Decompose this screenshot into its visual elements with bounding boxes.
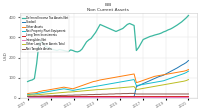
Other Long Term Assets Total xyxy=(81,90,83,92)
Goodwill xyxy=(187,60,190,61)
Goodwill xyxy=(135,86,138,87)
Net Property Plant Equipment xyxy=(81,88,83,89)
Intangibles Net xyxy=(26,96,29,98)
Deferred Income Tax Assets Net xyxy=(65,50,67,52)
Goodwill xyxy=(26,96,29,97)
Other Long Term Assets Total xyxy=(135,89,138,90)
Line: Goodwill: Goodwill xyxy=(28,60,188,97)
Y-axis label: USD: USD xyxy=(3,51,7,60)
Intangibles Net xyxy=(128,96,131,98)
Intangibles Net xyxy=(117,96,119,98)
Other Long Term Assets Total xyxy=(26,95,29,96)
Line: Net Tangible Assets: Net Tangible Assets xyxy=(28,93,188,96)
Deferred Income Tax Assets Net xyxy=(187,15,190,16)
Line: Other Assets: Other Assets xyxy=(28,70,188,94)
Net Tangible Assets xyxy=(137,93,140,95)
Deferred Income Tax Assets Net xyxy=(128,23,131,24)
Goodwill xyxy=(65,96,67,97)
Other Assets xyxy=(117,76,119,77)
Net Property Plant Equipment xyxy=(117,82,119,83)
Other Long Term Assets Total xyxy=(117,87,119,89)
Line: Net Property Plant Equipment: Net Property Plant Equipment xyxy=(28,71,188,95)
Long Term Investments xyxy=(135,95,138,96)
Deferred Income Tax Assets Net xyxy=(81,48,83,50)
Intangibles Net xyxy=(65,96,67,98)
Net Property Plant Equipment xyxy=(135,85,138,86)
Title: IBB
Non Current Assets: IBB Non Current Assets xyxy=(87,3,129,12)
Net Tangible Assets xyxy=(187,93,190,95)
Long Term Investments xyxy=(117,95,119,96)
Goodwill xyxy=(128,96,131,97)
Long Term Investments xyxy=(65,95,67,96)
Intangibles Net xyxy=(49,96,51,98)
Other Assets xyxy=(187,69,190,70)
Net Property Plant Equipment xyxy=(187,70,190,72)
Line: Deferred Income Tax Assets Net: Deferred Income Tax Assets Net xyxy=(28,15,188,82)
Other Assets xyxy=(128,74,131,75)
Other Long Term Assets Total xyxy=(49,93,51,94)
Net Property Plant Equipment xyxy=(65,88,67,90)
Deferred Income Tax Assets Net xyxy=(26,81,29,82)
Net Tangible Assets xyxy=(65,95,67,96)
Net Property Plant Equipment xyxy=(49,90,51,92)
Line: Other Long Term Assets Total: Other Long Term Assets Total xyxy=(28,80,188,95)
Other Assets xyxy=(65,87,67,88)
Long Term Investments xyxy=(49,95,51,96)
Long Term Investments xyxy=(26,95,29,96)
Goodwill xyxy=(49,96,51,97)
Long Term Investments xyxy=(81,95,83,96)
Goodwill xyxy=(117,96,119,97)
Net Property Plant Equipment xyxy=(128,80,131,81)
Net Property Plant Equipment xyxy=(26,94,29,95)
Net Tangible Assets xyxy=(26,96,29,97)
Long Term Investments xyxy=(187,95,190,96)
Other Assets xyxy=(135,82,138,83)
Other Long Term Assets Total xyxy=(65,92,67,93)
Net Tangible Assets xyxy=(81,94,83,95)
Deferred Income Tax Assets Net xyxy=(49,48,51,49)
Net Tangible Assets xyxy=(128,93,131,94)
Other Long Term Assets Total xyxy=(187,79,190,80)
Net Tangible Assets xyxy=(117,93,119,94)
Other Long Term Assets Total xyxy=(128,86,131,88)
Intangibles Net xyxy=(81,96,83,98)
Deferred Income Tax Assets Net xyxy=(135,50,138,51)
Intangibles Net xyxy=(187,96,190,98)
Other Assets xyxy=(81,85,83,86)
Net Tangible Assets xyxy=(49,95,51,96)
Other Assets xyxy=(49,89,51,90)
Intangibles Net xyxy=(135,96,138,98)
Other Assets xyxy=(26,93,29,94)
Legend: Deferred Income Tax Assets Net, Goodwill, Other Assets, Net Property Plant Equip: Deferred Income Tax Assets Net, Goodwill… xyxy=(21,15,69,52)
Net Tangible Assets xyxy=(131,93,133,94)
Long Term Investments xyxy=(128,95,131,96)
Goodwill xyxy=(81,96,83,97)
Deferred Income Tax Assets Net xyxy=(117,30,119,31)
